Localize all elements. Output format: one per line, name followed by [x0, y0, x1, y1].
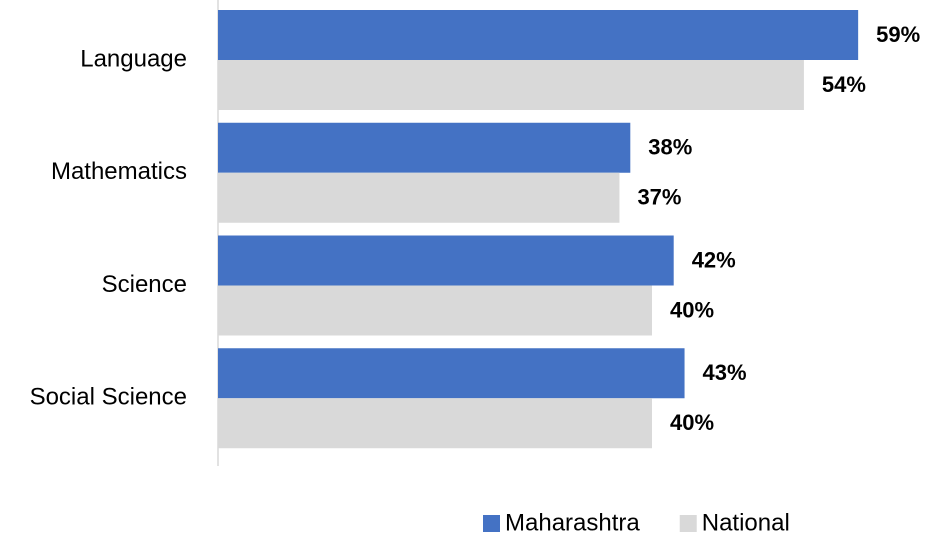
legend-label: National	[702, 509, 790, 536]
bar	[218, 122, 631, 173]
data-label: 40%	[670, 410, 714, 435]
category-label: Language	[80, 45, 187, 72]
data-label: 40%	[670, 297, 714, 322]
data-label: 42%	[692, 247, 736, 272]
data-label: 59%	[876, 22, 920, 47]
bar	[218, 235, 674, 286]
data-label: 38%	[648, 135, 692, 160]
bar	[218, 60, 804, 110]
data-label: 37%	[637, 185, 681, 210]
bar	[218, 285, 652, 336]
data-label: 54%	[822, 72, 866, 97]
legend-label: Maharashtra	[505, 509, 640, 536]
legend-swatch	[679, 515, 697, 532]
bar	[218, 348, 685, 399]
legend-swatch	[483, 515, 500, 532]
bar	[218, 172, 620, 223]
data-label: 43%	[703, 360, 747, 385]
category-label: Social Science	[30, 384, 187, 411]
category-label: Science	[102, 271, 187, 298]
bar	[218, 10, 859, 60]
category-label: Mathematics	[51, 158, 187, 185]
bar	[218, 398, 652, 449]
